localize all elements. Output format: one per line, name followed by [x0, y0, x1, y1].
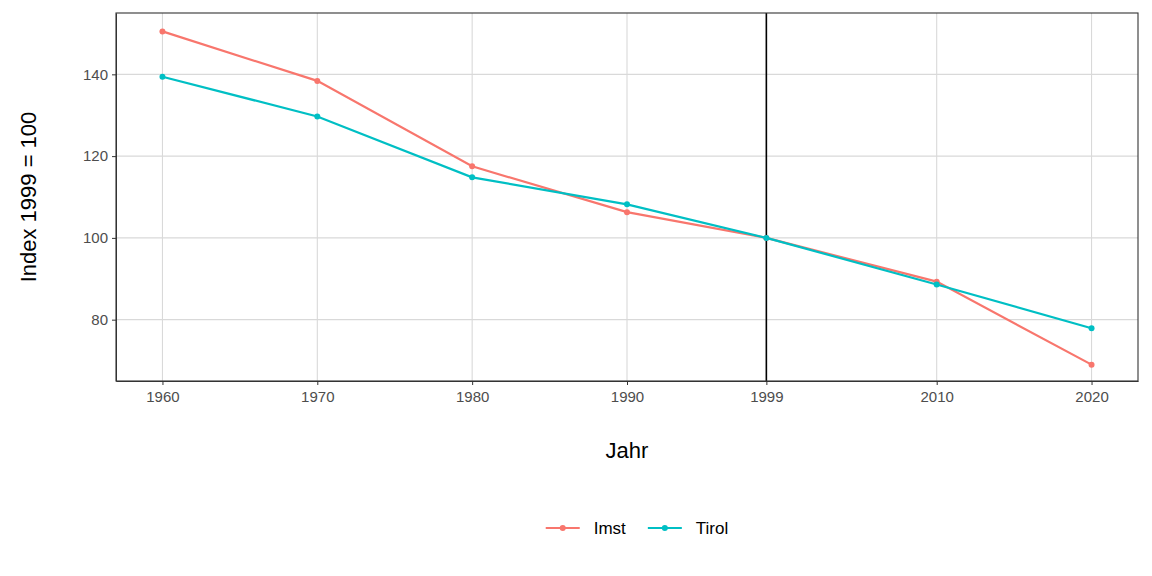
x-grid-line — [317, 13, 318, 381]
legend-label: Imst — [594, 519, 626, 538]
x-tick: 1980 — [456, 381, 489, 405]
x-grid-line — [162, 13, 163, 381]
y-tick: 80 — [91, 311, 116, 328]
plot-background — [116, 13, 1138, 381]
x-tick: 2020 — [1075, 381, 1108, 405]
y-tick-mark — [112, 320, 116, 321]
x-tick: 1999 — [750, 381, 783, 405]
plot-area — [159, 13, 1094, 381]
legend: Imst Tirol — [546, 519, 729, 538]
grid — [116, 13, 1138, 381]
series-point — [1089, 362, 1095, 368]
series-line — [162, 31, 1091, 364]
x-tick-label: 2010 — [921, 388, 954, 405]
x-tick: 1970 — [301, 381, 334, 405]
y-tick-label: 140 — [83, 66, 108, 83]
legend-key-point — [662, 525, 668, 531]
x-tick-mark — [627, 381, 628, 385]
y-tick-mark — [112, 238, 116, 239]
x-tick-mark — [766, 381, 767, 385]
y-tick: 120 — [83, 147, 116, 164]
series-point — [624, 209, 630, 215]
y-tick-label: 80 — [91, 311, 108, 328]
x-grid-line — [472, 13, 473, 381]
series-point — [314, 113, 320, 119]
y-tick: 100 — [83, 229, 116, 246]
x-tick-label: 1990 — [611, 388, 644, 405]
legend-item: Tirol — [648, 519, 728, 538]
x-tick-mark — [317, 381, 318, 385]
series-point — [763, 235, 769, 241]
y-tick-label: 120 — [83, 147, 108, 164]
panel-border — [116, 13, 1138, 381]
y-tick-label: 100 — [83, 229, 108, 246]
legend-item: Imst — [546, 519, 626, 538]
y-axis-title: Index 1999 = 100 — [16, 112, 41, 283]
series-point — [624, 201, 630, 207]
x-tick-mark — [937, 381, 938, 385]
chart: 80 100 120 140 1960 1970 1980 1990 1999 2010 2020 J… — [0, 0, 1152, 576]
legend-key-point — [560, 525, 566, 531]
x-tick-mark — [472, 381, 473, 385]
x-axis: 1960 1970 1980 1990 1999 2010 2020 — [117, 381, 1139, 405]
series-point — [1089, 325, 1095, 331]
y-tick-mark — [112, 156, 116, 157]
y-tick: 140 — [83, 66, 116, 83]
x-tick-label: 2020 — [1075, 388, 1108, 405]
series-point — [314, 78, 320, 84]
series-line — [162, 77, 1091, 328]
series-point — [159, 74, 165, 80]
x-grid-line — [936, 13, 937, 381]
y-tick-mark — [112, 74, 116, 75]
x-tick-label: 1999 — [750, 388, 783, 405]
x-tick-mark — [1092, 381, 1093, 385]
x-tick: 2010 — [921, 381, 954, 405]
x-tick: 1990 — [611, 381, 644, 405]
x-tick-mark — [162, 381, 163, 385]
x-tick-label: 1980 — [456, 388, 489, 405]
x-grid-line — [766, 13, 767, 381]
x-axis-title: Jahr — [606, 438, 649, 463]
legend-label: Tirol — [696, 519, 728, 538]
x-grid-line — [626, 13, 627, 381]
reference-line — [766, 13, 768, 381]
x-tick-label: 1960 — [146, 388, 179, 405]
y-axis: 80 100 120 140 — [83, 14, 117, 382]
series-point — [934, 282, 940, 288]
series-point — [159, 28, 165, 34]
series-point — [763, 235, 769, 241]
series-point — [469, 174, 475, 180]
series-point — [469, 163, 475, 169]
x-tick-label: 1970 — [301, 388, 334, 405]
x-tick: 1960 — [146, 381, 179, 405]
